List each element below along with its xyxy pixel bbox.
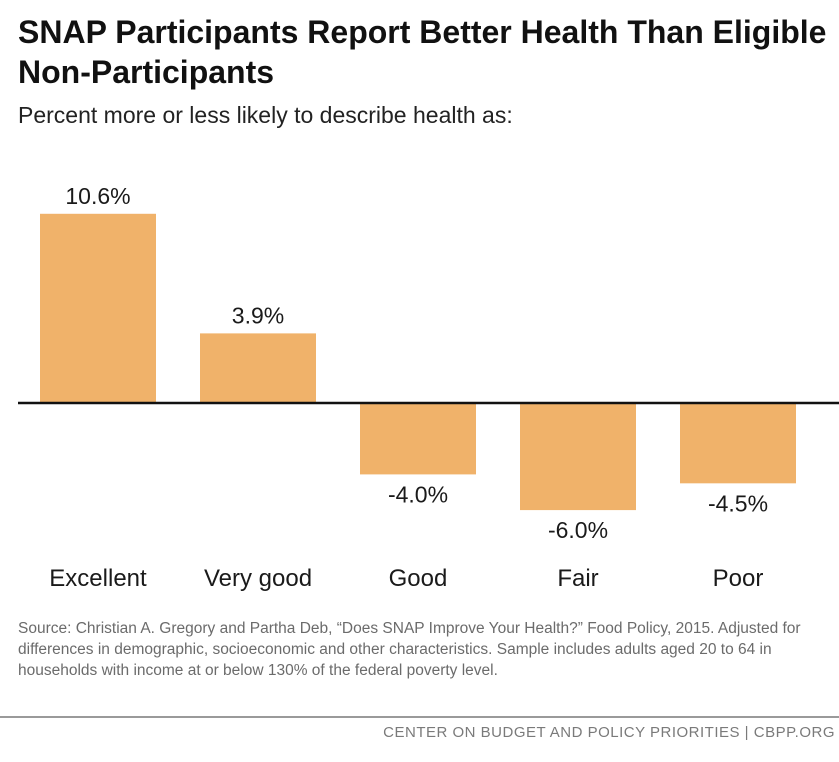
data-label: -6.0%	[548, 517, 608, 543]
footer-divider	[0, 716, 839, 718]
source-note: Source: Christian A. Gregory and Partha …	[18, 620, 801, 679]
bar-chart: 10.6% Excellent 3.9% Very good -4.0% Good -6.0…	[18, 183, 839, 592]
category-label: Very good	[204, 565, 312, 592]
bar-very-good	[200, 333, 316, 403]
category-label: Excellent	[49, 565, 147, 592]
category-label: Fair	[557, 565, 598, 592]
data-label: -4.0%	[388, 481, 448, 507]
bar-good	[360, 403, 476, 475]
data-label: 10.6%	[65, 183, 130, 209]
bar-fair	[520, 403, 636, 511]
chart-subtitle: Percent more or less likely to describe …	[18, 102, 513, 128]
bar-poor	[680, 403, 796, 484]
data-label: -4.5%	[708, 490, 768, 516]
chart-title: SNAP Participants Report Better Health T…	[18, 14, 827, 90]
bar-excellent	[40, 213, 156, 403]
category-label: Good	[389, 565, 448, 592]
footer-credit: CENTER ON BUDGET AND POLICY PRIORITIES |…	[383, 724, 835, 741]
category-label: Poor	[713, 565, 764, 592]
data-label: 3.9%	[232, 302, 284, 328]
